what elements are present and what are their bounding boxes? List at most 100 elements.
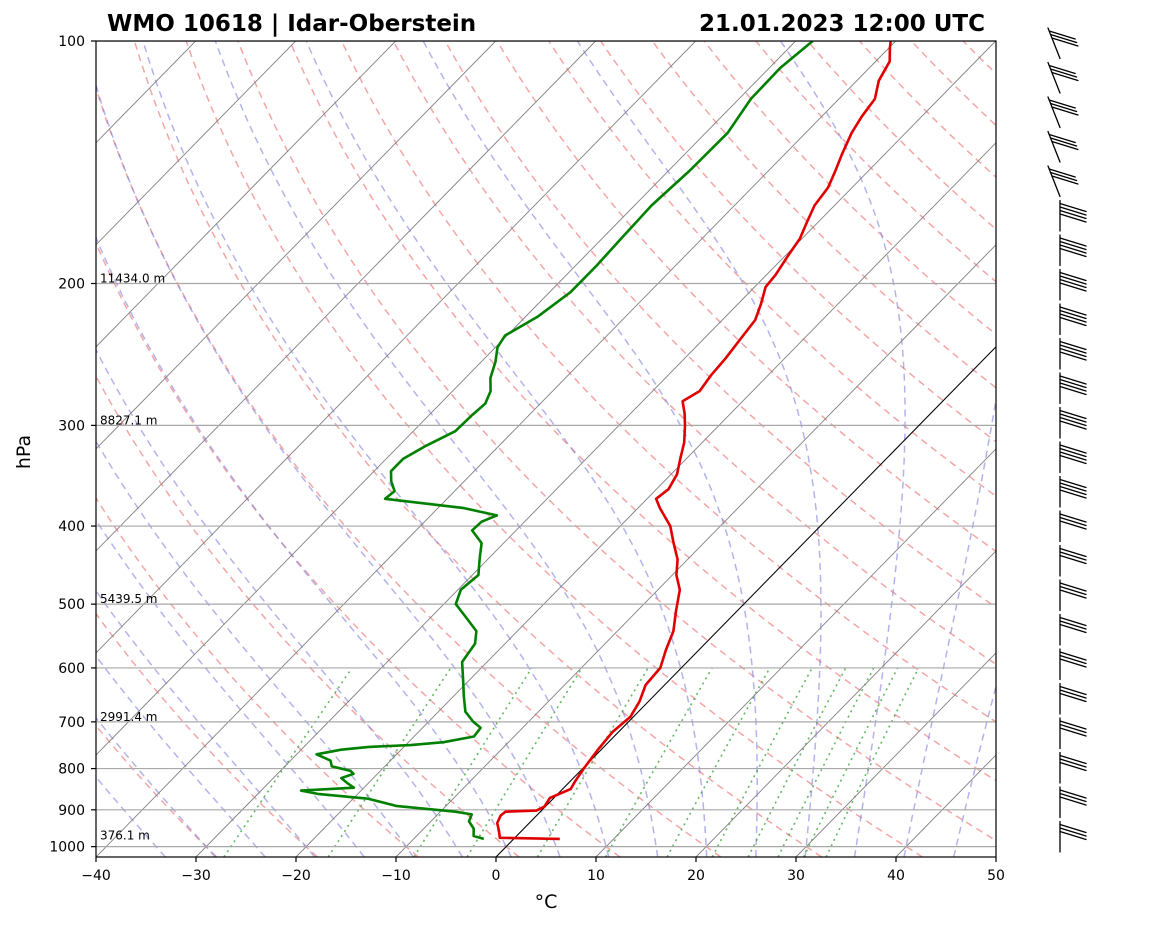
chart-title-station: WMO 10618 | Idar-Oberstein: [107, 11, 476, 37]
y-tick-label: 700: [58, 715, 85, 731]
wind-barb-feather: [1059, 347, 1087, 358]
mixing-ratio-line: [466, 667, 583, 857]
wind-barb-feather: [1059, 489, 1087, 499]
wind-barb-feather: [1059, 720, 1087, 730]
mixing-ratio-line: [711, 667, 813, 857]
wind-barb-feather: [1059, 454, 1087, 465]
chart-title-time: 21.01.2023 12:00 UTC: [699, 11, 985, 37]
dry-adiabat: [496, 41, 996, 553]
wind-barb-shaft: [1047, 165, 1061, 198]
x-tick-label: 0: [492, 868, 501, 884]
wind-barb-feather: [1059, 547, 1087, 558]
dry-adiabat: [237, 41, 996, 842]
moist-adiabat: [422, 41, 758, 857]
y-axis-label: hPa: [13, 435, 35, 469]
moist-adiabat: [142, 41, 610, 857]
wind-barb-feather: [1059, 789, 1087, 799]
dewpoint-profile-line: [299, 41, 814, 841]
mixing-ratio-line: [413, 667, 533, 857]
isotherm: [795, 652, 996, 857]
isotherm: [96, 41, 797, 756]
y-tick-label: 600: [58, 661, 85, 677]
height-label: 376.1 m: [100, 829, 150, 843]
wind-barb-feather: [1059, 796, 1087, 806]
wind-barb-feather: [1059, 451, 1087, 461]
wind-barb-feather: [1059, 271, 1087, 282]
wind-barb-feather: [1059, 554, 1087, 565]
mixing-ratio-line: [223, 667, 353, 857]
x-tick-label: −30: [181, 868, 211, 884]
wind-barb-feather: [1059, 375, 1087, 385]
wind-barb-feather: [1059, 758, 1087, 768]
y-tick-label: 1000: [49, 840, 85, 856]
x-tick-label: −10: [381, 868, 411, 884]
moist-adiabat: [96, 518, 365, 857]
wind-barb-feather: [1059, 589, 1087, 599]
wind-barbs: [1047, 27, 1087, 853]
wind-barb-feather: [1059, 202, 1087, 213]
height-labels: 11434.0 m 8827.1 m 5439.5 m 2991.4 m 376.1 m: [100, 272, 165, 843]
wind-barb-feather: [1059, 420, 1087, 430]
mixing-ratio-line: [747, 667, 847, 857]
moist-adiabat: [96, 589, 316, 857]
wind-barb-feather: [1059, 244, 1087, 254]
wind-barb-feather: [1059, 658, 1087, 668]
y-tick-label: 800: [58, 762, 85, 778]
wind-barb-feather: [1049, 33, 1078, 44]
x-axis-label: °C: [535, 891, 558, 913]
moist-adiabats: [96, 41, 996, 857]
dry-adiabat: [96, 85, 722, 857]
wind-barb-feather: [1059, 761, 1087, 772]
temperature-profile-line: [495, 41, 892, 841]
plot-frame: [95, 40, 997, 858]
wind-barb-feather: [1059, 237, 1087, 247]
wind-barb-feather: [1059, 309, 1087, 320]
wind-barb-feather: [1059, 692, 1087, 703]
wind-barb-feather: [1051, 175, 1079, 185]
wind-barb-feather: [1059, 685, 1087, 696]
wind-barb-feather: [1051, 106, 1079, 116]
x-tick-label: −20: [281, 868, 311, 884]
wind-barb-feather: [1059, 651, 1087, 661]
dry-adiabat: [289, 41, 996, 782]
mixing-ratio-line: [825, 667, 920, 857]
height-label: 2991.4 m: [100, 710, 158, 724]
wind-barb-shaft: [1047, 130, 1061, 163]
moist-adiabat: [779, 41, 906, 857]
moist-adiabat: [96, 82, 561, 857]
wind-barb-feather: [1059, 582, 1087, 592]
moist-adiabat: [214, 41, 659, 857]
mixing-ratio-line: [327, 667, 452, 857]
wind-barb-feather: [1049, 171, 1078, 182]
wind-barb-feather: [1049, 68, 1078, 78]
moist-adiabat: [576, 41, 822, 857]
mixing-ratio-lines: [223, 667, 920, 857]
wind-barb-feather: [1059, 827, 1087, 837]
isotherm: [96, 41, 297, 246]
wind-barb-feather: [1059, 344, 1087, 354]
wind-barb-feather: [1059, 275, 1087, 285]
wind-barb-feather: [1059, 444, 1087, 454]
wind-barb-feather: [1059, 551, 1087, 561]
x-tick-label: 30: [787, 868, 805, 884]
y-tick-label: 400: [58, 519, 85, 535]
y-tick-label: 100: [58, 34, 85, 50]
wind-barb-feather: [1051, 140, 1079, 151]
wind-barb-feather: [1049, 137, 1078, 147]
wind-barb-feather: [1059, 754, 1087, 765]
wind-barb-feather: [1059, 409, 1087, 420]
mixing-ratio-line: [802, 667, 899, 857]
isotherm: [395, 244, 996, 857]
wind-barb-feather: [1059, 482, 1087, 492]
wind-barb-feather: [1059, 282, 1087, 292]
x-tick-label: 20: [687, 868, 705, 884]
wind-barb-feather: [1059, 306, 1087, 316]
wind-barb-feather: [1059, 520, 1087, 530]
wind-barb-feather: [1051, 37, 1079, 47]
x-axis-ticks: −40 −30 −20 −10 0 10 20 30 40 50: [81, 857, 1005, 884]
wind-barb-feather: [1059, 585, 1087, 596]
x-tick-label: −40: [81, 868, 111, 884]
wind-barb-feather: [1059, 416, 1087, 427]
wind-barb-feather: [1059, 382, 1087, 392]
